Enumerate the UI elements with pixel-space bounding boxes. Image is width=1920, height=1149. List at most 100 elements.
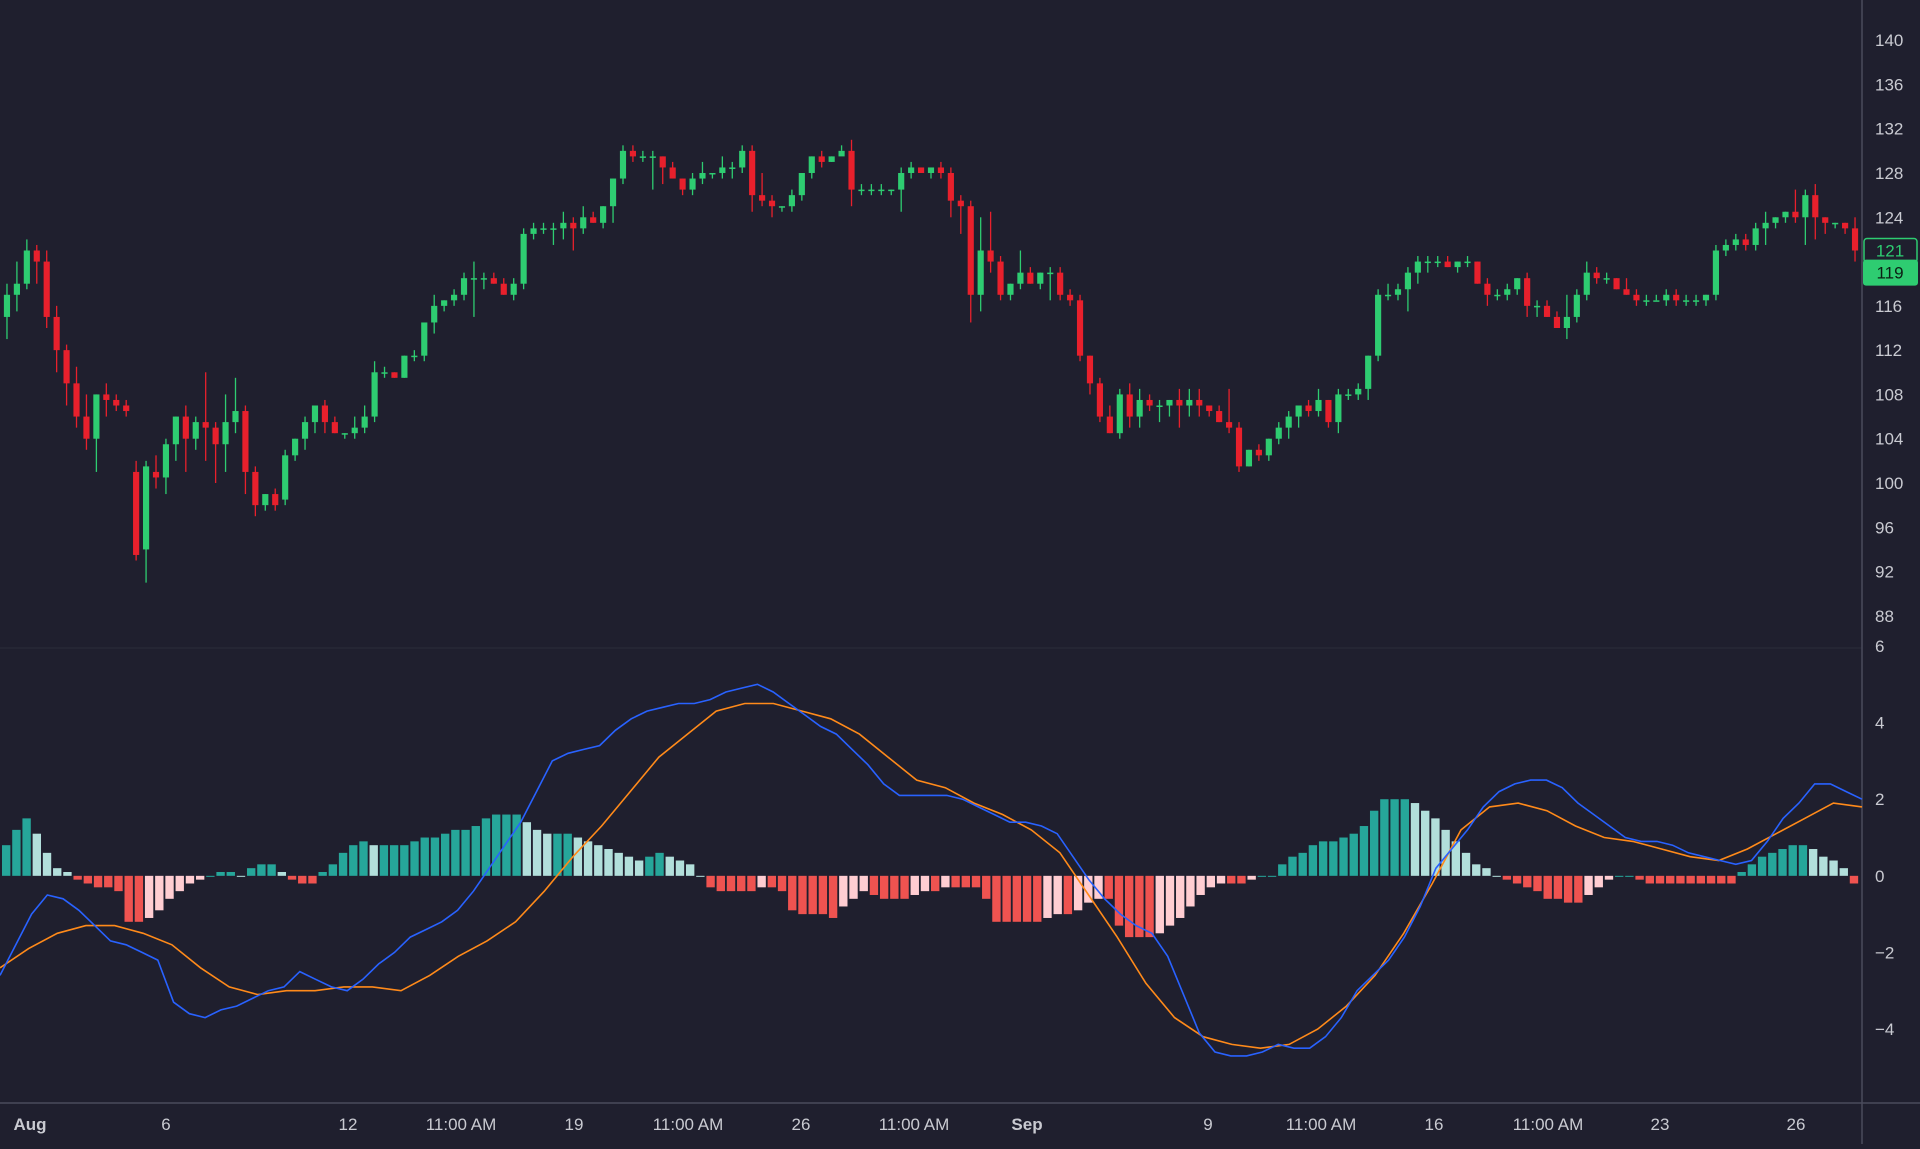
macd-histogram-bar [1369, 810, 1379, 876]
candle-body [669, 167, 676, 179]
candle-body [1007, 283, 1014, 295]
macd-histogram-bar [1584, 875, 1593, 895]
candle-body [1514, 278, 1521, 290]
macd-histogram-bar [277, 872, 287, 876]
macd-histogram-bar [1737, 872, 1746, 876]
macd-histogram-bar [655, 852, 664, 876]
macd-histogram-bar [1084, 875, 1093, 903]
last-price-badge [1863, 259, 1918, 286]
macd-histogram-bar [1196, 875, 1205, 895]
candle-body [1623, 289, 1630, 295]
macd-histogram-bar [1186, 875, 1195, 907]
candle-body [1196, 399, 1203, 406]
macd-histogram-bar [971, 875, 981, 888]
macd-histogram-bar [869, 875, 879, 895]
candle-body [500, 283, 507, 295]
candle-body [451, 294, 458, 301]
candle-body [1235, 427, 1243, 467]
candle-body [1404, 272, 1411, 290]
candle-body [321, 405, 328, 423]
macd-histogram-bar [1288, 856, 1297, 876]
macd-histogram-bar [1461, 852, 1471, 876]
candle-body [1206, 405, 1213, 412]
macd-histogram-bar [563, 833, 572, 876]
candle-body [848, 150, 855, 190]
candle-body [103, 394, 110, 400]
macd-histogram-bar [155, 875, 164, 911]
macd-histogram-bar [1237, 875, 1246, 884]
macd-histogram-bar [12, 829, 21, 876]
macd-histogram-bar [961, 875, 970, 888]
candle-body [480, 278, 487, 280]
price-axis-tick: 108 [1875, 385, 1903, 404]
macd-histogram-bar [1308, 845, 1318, 876]
macd-histogram-bar [931, 875, 940, 892]
candle-body [1524, 278, 1531, 306]
macd-histogram-bar [1053, 875, 1062, 915]
candle-body [550, 228, 557, 230]
macd-histogram-bar [696, 875, 705, 877]
candle-body [1603, 278, 1610, 280]
macd-histogram-bar [614, 852, 623, 876]
macd-histogram-bar [553, 833, 562, 876]
macd-histogram-bar [1257, 875, 1267, 877]
macd-histogram-bar [492, 814, 501, 876]
macd-histogram-bar [1808, 849, 1818, 876]
macd-histogram-bar [1768, 852, 1777, 876]
macd-histogram-bar [1135, 875, 1144, 938]
macd-histogram-bar [1574, 875, 1583, 903]
candle-body [987, 250, 994, 262]
candle-body [1772, 217, 1779, 223]
macd-histogram-bar [1104, 875, 1113, 899]
candle-body [73, 383, 80, 417]
candle-body [908, 167, 915, 173]
candle-body [113, 399, 120, 406]
macd-histogram-bar [1849, 875, 1859, 884]
macd-histogram-bar [1696, 875, 1706, 884]
macd-histogram-bar [1717, 875, 1726, 884]
time-axis-tick: Aug [13, 1115, 46, 1134]
candle-body [371, 372, 378, 417]
macd-histogram-bar [532, 829, 542, 876]
candle-body [1782, 211, 1789, 218]
candle-body [1712, 250, 1720, 295]
candle-body [917, 167, 925, 173]
candle-body [43, 261, 50, 317]
candle-body [1384, 294, 1392, 297]
macd-histogram-bar [461, 829, 470, 876]
candle-body [232, 411, 239, 423]
macd-histogram-bar [22, 818, 31, 876]
candle-body [937, 167, 945, 173]
macd-histogram-bar [1247, 875, 1256, 880]
macd-histogram-bar [32, 833, 41, 876]
macd-histogram-bar [1022, 875, 1032, 922]
macd-histogram-bar [389, 845, 399, 876]
macd-histogram-bar [1216, 875, 1226, 884]
macd-histogram-bar [1543, 875, 1552, 899]
macd-histogram-bar [410, 841, 419, 876]
candle-body [311, 405, 319, 423]
macd-histogram-bar [1094, 875, 1103, 899]
price-axis-tick: 96 [1875, 518, 1894, 537]
candle-body [192, 422, 199, 439]
candle-body [1265, 438, 1272, 456]
candle-body [202, 422, 209, 428]
macd-histogram-bar [440, 833, 450, 876]
candle-body [1017, 272, 1024, 284]
candle-body [828, 156, 835, 162]
macd-histogram-bar [726, 875, 736, 892]
macd-histogram-bar [124, 875, 133, 922]
time-axis-tick: 9 [1203, 1115, 1212, 1134]
macd-axis-tick: 4 [1875, 714, 1884, 733]
macd-histogram-bar [1298, 852, 1307, 876]
macd-histogram-bar [839, 875, 848, 907]
time-axis-tick: Sep [1011, 1115, 1042, 1134]
macd-histogram-bar [982, 875, 991, 899]
macd-histogram-bar [349, 845, 358, 876]
candle-body [13, 283, 20, 295]
candle-body [1067, 294, 1074, 301]
macd-histogram-bar [1073, 875, 1083, 911]
macd-histogram-bar [1676, 875, 1685, 884]
